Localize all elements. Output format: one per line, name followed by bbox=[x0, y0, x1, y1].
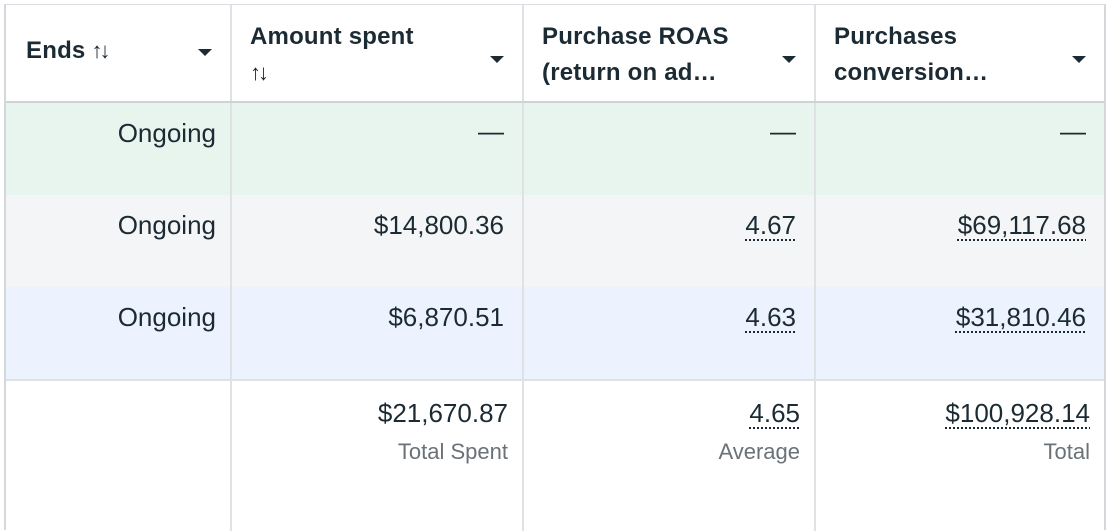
conversion-value[interactable]: $69,117.68 bbox=[957, 210, 1086, 240]
column-title-amount-spent: Amount spent bbox=[250, 23, 414, 50]
average-roas-value[interactable]: 4.65 bbox=[749, 398, 800, 428]
column-divider bbox=[814, 5, 816, 101]
ends-value: Ongoing bbox=[117, 302, 216, 332]
amount-spent-value: $6,870.51 bbox=[388, 302, 504, 332]
table-row[interactable]: Ongoing — — — bbox=[6, 103, 1104, 195]
caret-down-icon[interactable] bbox=[490, 56, 504, 63]
caret-down-icon[interactable] bbox=[782, 56, 796, 63]
table-row[interactable]: Ongoing $6,870.51 4.63 $31,810.46 bbox=[6, 287, 1104, 381]
column-divider bbox=[522, 5, 524, 101]
summary-row: $21,670.87 Total Spent 4.65 Average $100… bbox=[6, 381, 1104, 531]
total-conversion-value[interactable]: $100,928.14 bbox=[945, 398, 1090, 428]
sort-arrows-icon[interactable]: ↑↓ bbox=[250, 60, 269, 85]
ads-results-table: Ends ↑↓ Amount spent ↑↓ Purchase ROAS (re… bbox=[4, 4, 1106, 531]
total-spent-value: $21,670.87 bbox=[377, 398, 508, 428]
conversion-value[interactable]: $31,810.46 bbox=[955, 302, 1086, 332]
column-title-conversion-line1: Purchases bbox=[834, 23, 958, 50]
column-header-purchase-roas[interactable]: Purchase ROAS (return on ad… bbox=[522, 5, 814, 101]
column-header-ends[interactable]: Ends ↑↓ bbox=[6, 5, 230, 101]
table-header: Ends ↑↓ Amount spent ↑↓ Purchase ROAS (re… bbox=[6, 5, 1104, 103]
roas-value[interactable]: 4.63 bbox=[745, 302, 796, 332]
amount-spent-value: $14,800.36 bbox=[373, 210, 504, 240]
column-header-amount-spent[interactable]: Amount spent ↑↓ bbox=[230, 5, 522, 101]
conversion-value: — bbox=[1060, 116, 1086, 146]
total-spent-label: Total Spent bbox=[397, 439, 508, 464]
table-row[interactable]: Ongoing $14,800.36 4.67 $69,117.68 bbox=[6, 195, 1104, 287]
average-roas-label: Average bbox=[718, 439, 800, 464]
sort-arrows-icon[interactable]: ↑↓ bbox=[91, 38, 110, 63]
column-title-conversion-line2: conversion… bbox=[834, 59, 989, 86]
caret-down-icon[interactable] bbox=[1072, 56, 1086, 63]
column-header-purchases-conversion[interactable]: Purchases conversion… bbox=[814, 5, 1104, 101]
roas-value: — bbox=[770, 116, 796, 146]
ends-value: Ongoing bbox=[117, 118, 216, 148]
column-divider bbox=[230, 5, 232, 101]
roas-value[interactable]: 4.67 bbox=[745, 210, 796, 240]
ends-value: Ongoing bbox=[117, 210, 216, 240]
column-title-roas-line2: (return on ad… bbox=[542, 59, 717, 86]
caret-down-icon[interactable] bbox=[198, 49, 212, 56]
column-title-roas-line1: Purchase ROAS bbox=[542, 23, 729, 50]
amount-spent-value: — bbox=[478, 116, 504, 146]
total-conversion-label: Total bbox=[1043, 439, 1090, 464]
column-title-ends: Ends bbox=[26, 37, 86, 64]
